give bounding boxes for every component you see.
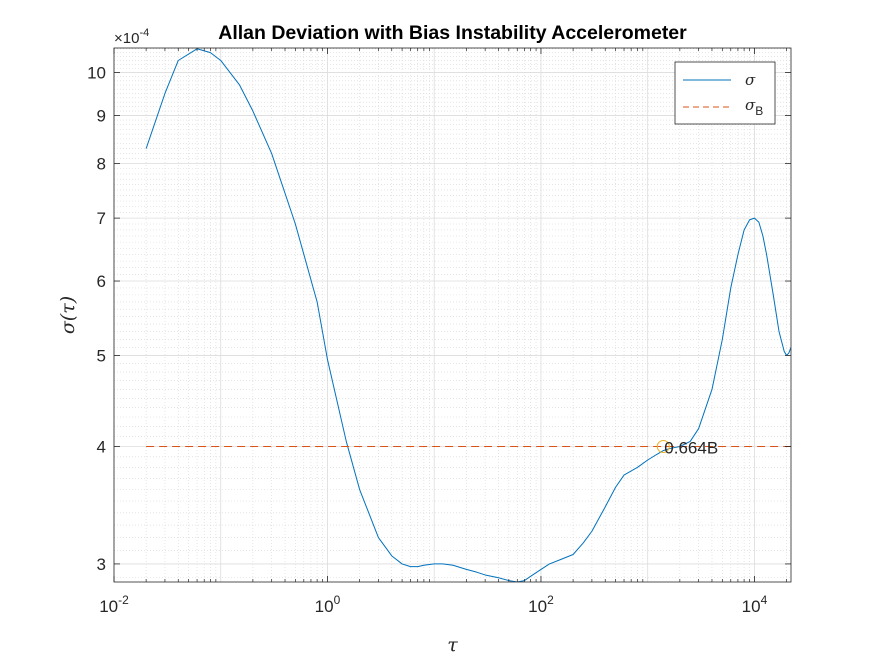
annotation-label: 0.664B: [664, 439, 718, 458]
y-tick-labels: 3 4 5 6 7 8 9 10: [87, 64, 106, 574]
tick-marks: [113, 48, 791, 582]
annotation-marker: [656, 440, 670, 454]
major-grid: [113, 48, 791, 582]
y-tick-label: 9: [97, 107, 106, 126]
y-axis-label: σ(τ): [57, 296, 79, 334]
y-tick-label: 8: [97, 155, 106, 174]
legend-label-sigma: σ: [745, 71, 756, 89]
x-tick-label: 100: [315, 593, 341, 616]
y-tick-label: 4: [97, 438, 106, 457]
legend-label-sigma-b: σB: [745, 96, 763, 118]
legend: σ σB: [674, 61, 776, 125]
y-tick-label: 7: [97, 209, 106, 228]
x-tick-label: 10-2: [99, 593, 129, 616]
chart-title: Allan Deviation with Bias Instability Ac…: [218, 22, 687, 44]
x-tick-labels: 10-2 100 102 104: [99, 593, 767, 616]
y-tick-label: 10: [87, 64, 106, 83]
annotation-layer: 0.664B: [656, 439, 718, 458]
plot-area: [114, 48, 791, 582]
y-tick-label: 5: [97, 346, 106, 365]
y-tick-label: 3: [97, 555, 106, 574]
y-tick-label: 6: [97, 272, 106, 291]
x-tick-label: 102: [528, 593, 554, 616]
x-tick-label: 104: [742, 593, 768, 616]
minor-grid: [114, 48, 791, 582]
y-exponent-label: ×10-4: [114, 27, 149, 47]
plot-border: [113, 47, 792, 583]
x-axis-label: τ: [447, 634, 458, 656]
series-layer: [145, 48, 791, 582]
series-sigma-line: [145, 48, 791, 582]
legend-box: [674, 61, 776, 125]
